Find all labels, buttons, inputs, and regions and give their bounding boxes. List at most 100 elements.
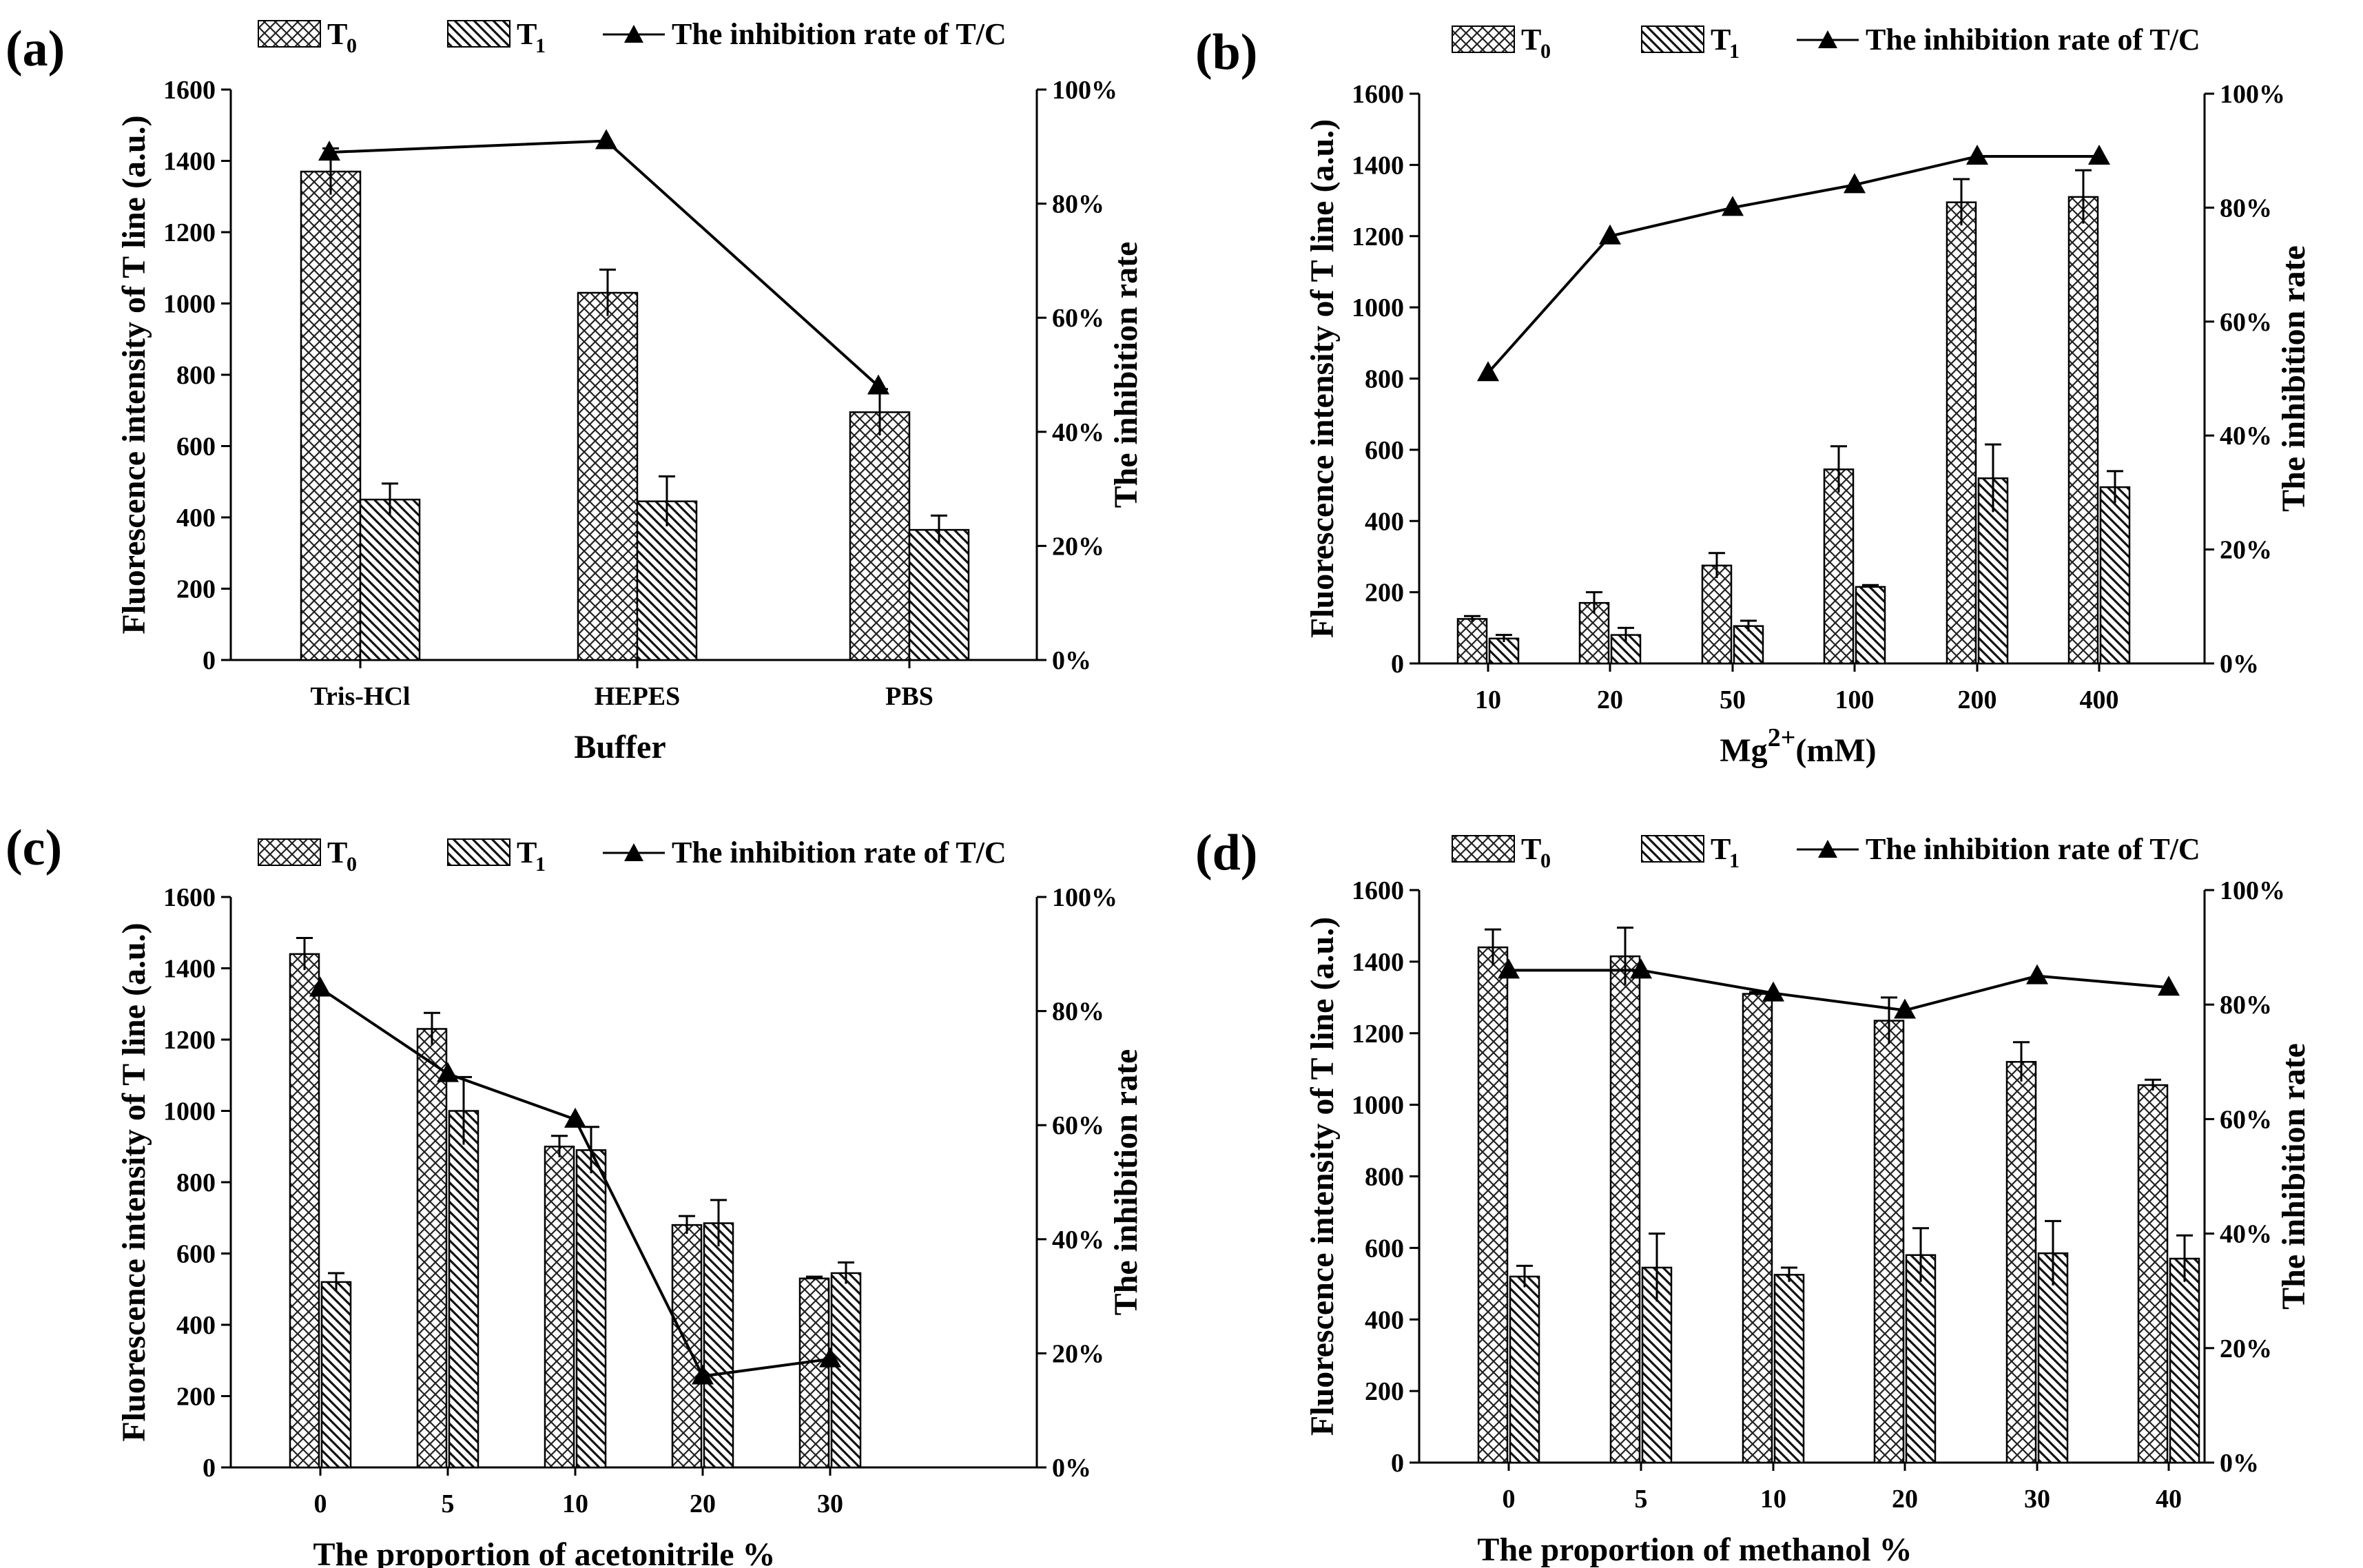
legend-label-t1: T bbox=[1711, 832, 1731, 866]
x-tick-label: 20 bbox=[1892, 1485, 1918, 1514]
legend-marker-rate bbox=[1818, 30, 1837, 48]
y-tick-label: 1400 bbox=[1352, 948, 1404, 977]
y-tick-label: 1000 bbox=[1352, 1091, 1404, 1120]
x-tick-label: 40 bbox=[2156, 1485, 2182, 1514]
legend: T0 T1 The inhibition rate of T/C bbox=[258, 17, 1007, 57]
legend-label-t0: T bbox=[327, 17, 347, 51]
rate-marker bbox=[2026, 964, 2048, 984]
bar-t1 bbox=[1773, 1274, 1805, 1464]
chart-panel-2: (b) T0 T1 The inhibition rate of T/C0200400… bbox=[1195, 23, 2312, 769]
bar-t0 bbox=[300, 170, 362, 661]
legend-swatch-t0 bbox=[1452, 25, 1515, 53]
x-tick-label: Tris-HCl bbox=[311, 682, 411, 711]
rate-line bbox=[1509, 969, 2169, 1012]
bar-t0 bbox=[289, 953, 320, 1469]
rate-marker bbox=[595, 129, 617, 149]
panel-label: (d) bbox=[1195, 825, 1257, 881]
panel-label: (a) bbox=[6, 21, 65, 77]
y-tick-label: 400 bbox=[1365, 1306, 1404, 1334]
y-tick-label: 200 bbox=[176, 1383, 216, 1412]
panel-label: (c) bbox=[6, 820, 62, 876]
legend-swatch-t0 bbox=[258, 838, 321, 866]
y2-tick-label: 60% bbox=[1052, 304, 1104, 333]
bar-t1 bbox=[1855, 586, 1886, 665]
y2-tick-label: 0% bbox=[1052, 646, 1091, 675]
y-tick-label: 1600 bbox=[1352, 876, 1404, 905]
bar-t0 bbox=[1946, 201, 1977, 665]
bar-t1 bbox=[830, 1272, 862, 1469]
legend-label-t0: T bbox=[1521, 832, 1541, 866]
y2-axis-label: The inhibition rate bbox=[1108, 242, 1144, 508]
x-tick-label: PBS bbox=[885, 682, 933, 711]
y-tick-label: 600 bbox=[1365, 1234, 1404, 1263]
rate-marker bbox=[692, 1364, 714, 1385]
y-tick-label: 1000 bbox=[1352, 293, 1404, 322]
bar-t0 bbox=[1477, 946, 1509, 1464]
x-tick-label: 200 bbox=[1958, 685, 1997, 714]
bar-t1 bbox=[448, 1110, 479, 1469]
bar-t0 bbox=[1609, 955, 1641, 1464]
y2-axis-label: The inhibition rate bbox=[2276, 245, 2312, 512]
rate-marker bbox=[1477, 361, 1499, 382]
y-tick-label: 800 bbox=[176, 1168, 216, 1197]
y-tick-label: 0 bbox=[203, 646, 216, 675]
y-tick-label: 600 bbox=[176, 433, 216, 462]
bar-t1 bbox=[2099, 486, 2131, 665]
rate-marker bbox=[1498, 958, 1520, 979]
rate-marker bbox=[2088, 144, 2110, 165]
x-tick-label: 0 bbox=[314, 1489, 327, 1518]
x-axis-label: The proportion of acetonitrile % bbox=[313, 1536, 775, 1568]
legend-label-rate: The inhibition rate of T/C bbox=[672, 836, 1007, 869]
y2-tick-label: 20% bbox=[2220, 536, 2272, 565]
legend-label-rate: The inhibition rate of T/C bbox=[672, 17, 1007, 51]
y2-tick-label: 20% bbox=[1052, 1339, 1104, 1368]
y-tick-label: 800 bbox=[1365, 365, 1404, 394]
legend-sub-t0: 0 bbox=[1540, 40, 1551, 63]
y2-tick-label: 40% bbox=[1052, 418, 1104, 447]
y-tick-label: 800 bbox=[176, 361, 216, 390]
y2-tick-label: 0% bbox=[2220, 650, 2259, 679]
rate-marker bbox=[437, 1062, 459, 1082]
legend-marker-rate bbox=[624, 843, 643, 861]
bar-t1 bbox=[1509, 1275, 1540, 1464]
bar-t1 bbox=[908, 528, 970, 661]
legend-sub-t0: 0 bbox=[347, 853, 357, 876]
y-tick-label: 0 bbox=[1391, 1449, 1404, 1478]
bar-t1 bbox=[1905, 1254, 1937, 1464]
bar-t0 bbox=[2137, 1084, 2169, 1464]
bar-t1 bbox=[359, 498, 421, 661]
bar-t0 bbox=[416, 1028, 448, 1469]
bar-t0 bbox=[1742, 993, 1773, 1464]
bar-t0 bbox=[849, 411, 911, 661]
y2-tick-label: 80% bbox=[1052, 998, 1104, 1027]
y-axis-label: Fluorescence intensity of T line (a.u.) bbox=[116, 115, 152, 634]
rate-marker bbox=[309, 976, 331, 997]
bar-t0 bbox=[577, 291, 639, 661]
y-tick-label: 1400 bbox=[163, 147, 216, 176]
bar-t1 bbox=[320, 1281, 352, 1469]
y2-tick-label: 100% bbox=[1052, 883, 1117, 912]
legend-marker-rate bbox=[1818, 840, 1837, 858]
y2-tick-label: 60% bbox=[1052, 1111, 1104, 1140]
y2-tick-label: 40% bbox=[2220, 422, 2272, 451]
bar-t0 bbox=[798, 1277, 830, 1469]
bar-t1 bbox=[636, 500, 698, 661]
y-tick-label: 0 bbox=[203, 1454, 216, 1483]
bar-t0 bbox=[1578, 601, 1610, 665]
rate-marker bbox=[1722, 196, 1744, 216]
y-tick-label: 1200 bbox=[1352, 1020, 1404, 1049]
y-tick-label: 1600 bbox=[1352, 80, 1404, 109]
y2-tick-label: 80% bbox=[2220, 194, 2272, 223]
y-axis-label: Fluorescence intensity of T line (a.u.) bbox=[116, 922, 152, 1441]
y2-tick-label: 100% bbox=[1052, 76, 1117, 105]
legend-label-rate: The inhibition rate of T/C bbox=[1866, 23, 2200, 56]
y2-tick-label: 20% bbox=[2220, 1334, 2272, 1363]
legend-swatch-t1 bbox=[447, 838, 510, 866]
rate-marker bbox=[1762, 981, 1784, 1002]
y-tick-label: 800 bbox=[1365, 1163, 1404, 1192]
y-tick-label: 1400 bbox=[1352, 151, 1404, 180]
legend: T0 T1 The inhibition rate of T/C bbox=[258, 836, 1007, 876]
y-tick-label: 0 bbox=[1391, 650, 1404, 679]
y-tick-label: 200 bbox=[1365, 1377, 1404, 1406]
x-tick-label: HEPES bbox=[595, 682, 681, 711]
